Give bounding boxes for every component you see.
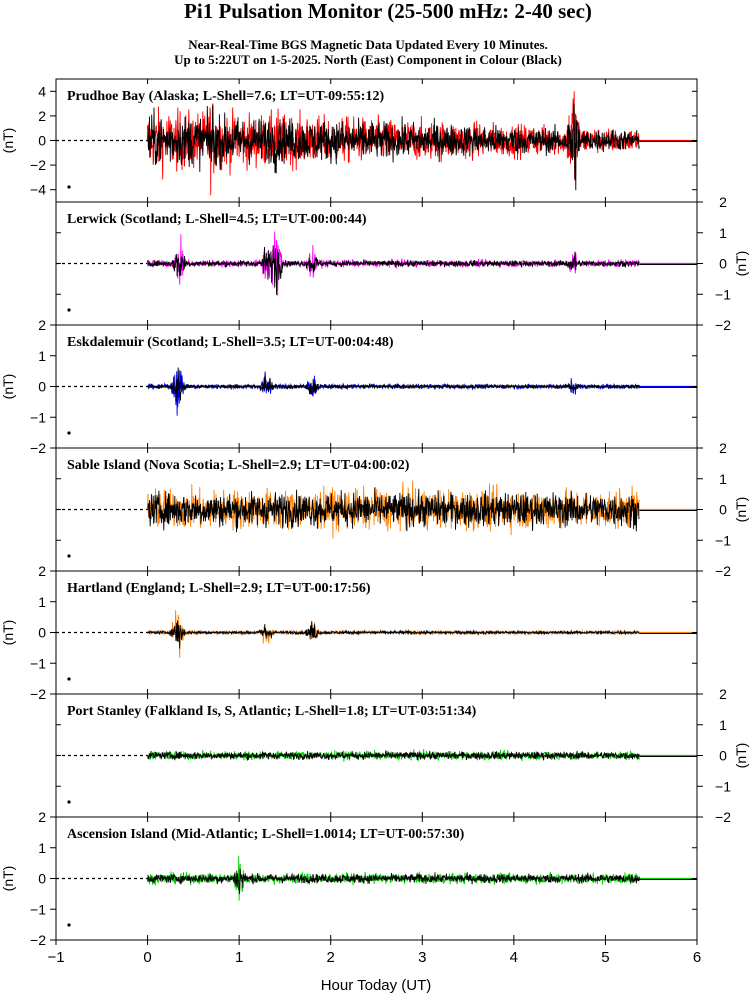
- station-label: Hartland (England; L-Shell=2.9; LT=UT-00…: [67, 581, 371, 596]
- station-panel: −2 −1 0 1 2 (nT) Ascension Island (Mid-Atlanti…: [0, 809, 698, 948]
- corner-dot: [67, 923, 71, 927]
- x-tick-label: 5: [601, 949, 609, 966]
- station-panel: −2 −1 0 1 2 (nT) Port Stanley (Falkland Is, S,…: [55, 686, 749, 825]
- station-label: Prudhoe Bay (Alaska; L-Shell=7.6; LT=UT-…: [67, 89, 384, 104]
- corner-dot: [67, 431, 71, 435]
- x-axis: −1 0 1 2 3 4 5 6: [47, 940, 701, 966]
- station-panel: −2 −1 0 1 2 (nT) Hartland (England; L-Shell=2.…: [0, 563, 698, 702]
- east-component-trace: [147, 245, 640, 296]
- chart-title: Pi1 Pulsation Monitor (25-500 mHz: 2-40 …: [184, 0, 592, 23]
- chart-subtitle-line2: Up to 5:22UT on 1-5-2025. North (East) C…: [174, 52, 562, 67]
- y-axis-label: (nT): [733, 251, 749, 277]
- corner-dot: [67, 308, 71, 312]
- y-tick-label: 2: [38, 809, 46, 825]
- y-tick-label: −2: [715, 317, 731, 333]
- y-tick-label: 1: [719, 471, 727, 487]
- panels-group: −4 −2 0 2 4 (nT) Prudhoe Bay (Alaska; L-Shell=…: [0, 78, 749, 948]
- y-axis-label: (nT): [0, 866, 16, 892]
- east-component-trace: [147, 103, 640, 191]
- y-axis-label: (nT): [0, 128, 16, 154]
- corner-dot: [67, 677, 71, 681]
- chart-subtitle-line1: Near-Real-Time BGS Magnetic Data Updated…: [188, 37, 548, 52]
- x-tick-label: 6: [693, 949, 701, 966]
- y-tick-label: 2: [719, 194, 727, 210]
- y-tick-label: −2: [30, 686, 46, 702]
- y-axis-label: (nT): [733, 743, 749, 769]
- station-label: Lerwick (Scotland; L-Shell=4.5; LT=UT-00…: [67, 212, 367, 227]
- y-tick-label: −1: [30, 409, 46, 425]
- y-tick-label: 2: [719, 440, 727, 456]
- y-tick-label: −2: [715, 563, 731, 579]
- corner-dot: [67, 185, 71, 189]
- y-axis-label: (nT): [0, 620, 16, 646]
- north-component-trace: [147, 610, 640, 658]
- y-axis-label: (nT): [0, 374, 16, 400]
- y-tick-label: 0: [38, 625, 46, 641]
- y-tick-label: 1: [719, 717, 727, 733]
- station-panel: −2 −1 0 1 2 (nT) Sable Island (Nova Scotia; L-…: [55, 440, 749, 579]
- x-tick-label: 4: [510, 949, 518, 966]
- station-label: Eskdalemuir (Scotland; L-Shell=3.5; LT=U…: [67, 335, 394, 350]
- y-tick-label: −1: [30, 655, 46, 671]
- y-tick-label: −1: [715, 286, 731, 302]
- station-panel: −2 −1 0 1 2 (nT) Lerwick (Scotland; L-Shell=4.…: [55, 194, 749, 333]
- y-tick-label: 1: [38, 594, 46, 610]
- x-tick-label: −1: [47, 949, 64, 966]
- north-component-trace: [147, 749, 640, 763]
- y-tick-label: 1: [38, 840, 46, 856]
- north-component-trace: [147, 370, 640, 416]
- corner-dot: [67, 554, 71, 558]
- east-component-trace: [147, 869, 640, 894]
- x-axis-label: Hour Today (UT): [321, 977, 432, 994]
- y-tick-label: 2: [38, 563, 46, 579]
- y-tick-label: −2: [30, 440, 46, 456]
- y-tick-label: 1: [38, 348, 46, 364]
- station-panel: −2 −1 0 1 2 (nT) Eskdalemuir (Scotland; L-Shel…: [0, 317, 698, 456]
- y-tick-label: 2: [38, 317, 46, 333]
- station-label: Sable Island (Nova Scotia; L-Shell=2.9; …: [67, 458, 410, 473]
- y-tick-label: 0: [38, 871, 46, 887]
- y-tick-label: 1: [719, 225, 727, 241]
- y-tick-label: −1: [30, 901, 46, 917]
- y-tick-label: 0: [38, 379, 46, 395]
- y-tick-label: −2: [30, 932, 46, 948]
- y-tick-label: −1: [715, 532, 731, 548]
- station-label: Ascension Island (Mid-Atlantic; L-Shell=…: [67, 827, 465, 842]
- east-component-trace: [147, 487, 640, 533]
- x-tick-label: 3: [418, 949, 426, 966]
- y-tick-label: 4: [38, 83, 46, 99]
- y-axis-label: (nT): [733, 497, 749, 523]
- y-tick-label: −2: [715, 809, 731, 825]
- y-tick-label: 2: [719, 686, 727, 702]
- y-tick-label: 0: [38, 133, 46, 149]
- corner-dot: [67, 800, 71, 804]
- station-label: Port Stanley (Falkland Is, S, Atlantic; …: [67, 704, 477, 719]
- x-tick-label: 0: [143, 949, 151, 966]
- station-panel: −4 −2 0 2 4 (nT) Prudhoe Bay (Alaska; L-Shell=…: [0, 78, 698, 203]
- y-tick-label: 0: [719, 256, 727, 272]
- y-tick-label: 0: [719, 748, 727, 764]
- y-tick-label: 2: [38, 108, 46, 124]
- east-component-trace: [147, 750, 640, 761]
- east-component-trace: [147, 367, 640, 403]
- east-component-trace: [147, 620, 640, 649]
- x-tick-label: 1: [235, 949, 243, 966]
- y-tick-label: 0: [719, 502, 727, 518]
- x-tick-label: 2: [327, 949, 335, 966]
- y-tick-label: −4: [30, 182, 46, 198]
- y-tick-label: −2: [30, 157, 46, 173]
- y-tick-label: −1: [715, 778, 731, 794]
